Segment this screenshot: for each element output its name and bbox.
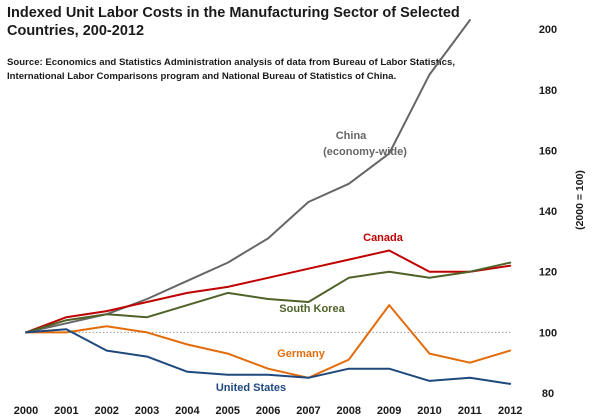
plot-area: 80 100 120 140 160 180 200 2000 2001 2002 2003 2004…: [14, 19, 557, 417]
series-label-canada: Canada: [363, 232, 404, 244]
series-label-china: China: [336, 130, 367, 142]
y-tick-label-180: 180: [539, 85, 557, 97]
series-line-south-korea: [25, 261, 512, 334]
x-tick-label-2004: 2004: [175, 405, 200, 417]
x-tick-label-2006: 2006: [256, 405, 280, 417]
x-tick-label-2007: 2007: [296, 405, 320, 417]
chart-title-line-1: Indexed Unit Labor Costs in the Manufact…: [7, 5, 460, 21]
series-label-united-states: United States: [216, 382, 286, 394]
x-tick-label-2001: 2001: [54, 405, 78, 417]
x-tick-label-2012: 2012: [498, 405, 522, 417]
chart-title-line-2: Countries, 200-2012: [7, 23, 144, 39]
x-tick-label-2003: 2003: [135, 405, 159, 417]
series-label-germany: Germany: [277, 348, 326, 360]
y-tick-label-200: 200: [539, 24, 557, 36]
y-axis-label: (2000 = 100): [574, 170, 586, 230]
y-tick-label-140: 140: [539, 206, 557, 218]
source-note-line-1: Source: Economics and Statistics Adminis…: [7, 57, 455, 68]
x-tick-label-2002: 2002: [94, 405, 118, 417]
series-line-germany: [25, 304, 512, 379]
series-label-south-korea: South Korea: [279, 303, 345, 315]
x-tick-label-2011: 2011: [458, 405, 482, 417]
y-tick-label-100: 100: [539, 327, 557, 339]
x-tick-label-2008: 2008: [337, 405, 361, 417]
source-note-line-2: International Labor Comparisons program …: [7, 71, 396, 82]
x-tick-label-2009: 2009: [377, 405, 401, 417]
x-tick-label-2010: 2010: [417, 405, 441, 417]
series-label-china-line-2: (economy-wide): [323, 146, 407, 158]
series-line-canada: [25, 249, 512, 334]
x-tick-label-2000: 2000: [14, 405, 38, 417]
y-tick-label-80: 80: [542, 388, 554, 400]
y-tick-label-120: 120: [539, 267, 557, 279]
x-tick-label-2005: 2005: [216, 405, 240, 417]
y-tick-label-160: 160: [539, 145, 557, 157]
series-line-united-states: [25, 328, 512, 385]
